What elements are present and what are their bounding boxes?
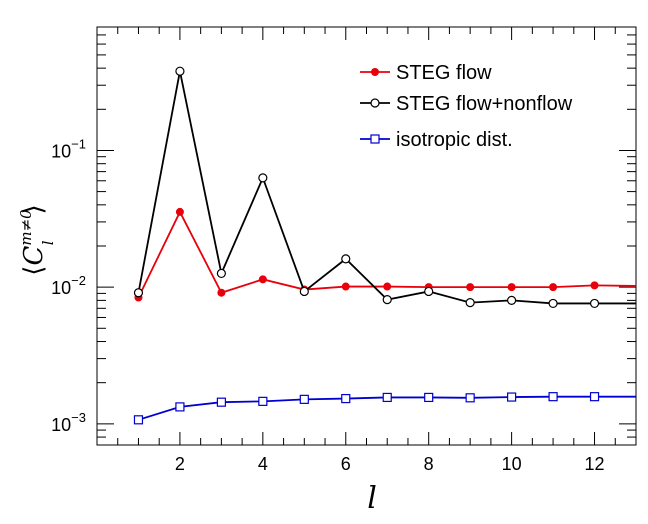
y-tick-label: 10−3 [51, 410, 86, 435]
y-axis-title-sup: m≠0 [17, 209, 35, 246]
series-1 [133, 66, 636, 309]
legend-marker [370, 134, 380, 144]
data-point [258, 396, 268, 406]
data-point [548, 392, 558, 402]
data-point [341, 254, 351, 264]
data-point [216, 397, 226, 407]
x-axis: 2 4 6 8 10 12 [117, 27, 616, 474]
data-point [507, 295, 517, 305]
data-point [507, 283, 516, 292]
data-point [382, 392, 392, 403]
data-point [465, 298, 475, 308]
data-point [133, 415, 144, 425]
data-point [133, 288, 144, 298]
data-point [258, 275, 267, 284]
x-tick-label: 6 [341, 454, 351, 474]
data-point [424, 392, 434, 403]
y-tick-label: 10−2 [51, 273, 86, 298]
data-point [382, 295, 392, 305]
x-axis-title: l [367, 481, 377, 516]
legend-marker [370, 98, 380, 108]
data-point [299, 394, 309, 404]
data-point [589, 298, 600, 309]
legend-marker [371, 68, 379, 76]
series-layer [133, 66, 637, 425]
data-point [216, 268, 226, 279]
data-point [465, 393, 475, 403]
y-axis-title-close: ⟩ [19, 204, 49, 214]
x-tick-label: 8 [424, 454, 434, 474]
series-0 [134, 207, 637, 302]
data-point [548, 298, 558, 309]
data-point [341, 393, 351, 404]
data-point [507, 392, 517, 402]
x-tick-label: 10 [502, 454, 522, 474]
y-axis: 10−3 10−2 10−1 [51, 26, 636, 446]
data-point [549, 283, 558, 292]
data-point [299, 286, 309, 297]
data-point [217, 288, 226, 297]
legend-label: isotropic dist. [396, 129, 513, 151]
legend-label: STEG flow+nonflow [396, 93, 573, 115]
y-axis-title-sub: l [39, 240, 57, 245]
legend: STEG flow STEG flow+nonflow isotropic dist… [360, 62, 573, 151]
data-point [341, 282, 350, 291]
x-tick-label: 4 [258, 454, 268, 474]
y-tick-label: 10−1 [51, 136, 86, 161]
x-tick-label: 2 [175, 454, 185, 474]
data-point [383, 282, 392, 291]
x-tick-label: 12 [585, 454, 605, 474]
y-axis-title-open: ⟨ [19, 266, 49, 276]
y-axis-title: ⟨Cm≠0 l ⟩ [17, 204, 57, 275]
data-point [175, 207, 184, 216]
data-point [589, 392, 600, 402]
data-point [175, 66, 185, 76]
y-axis-title-base: C [19, 246, 49, 266]
legend-label: STEG flow [396, 62, 492, 84]
data-point [424, 286, 434, 297]
data-point [258, 173, 268, 183]
plot-frame [96, 26, 637, 446]
data-point [466, 283, 475, 292]
data-point [175, 402, 185, 412]
series-2 [133, 392, 636, 425]
data-point [590, 281, 599, 290]
